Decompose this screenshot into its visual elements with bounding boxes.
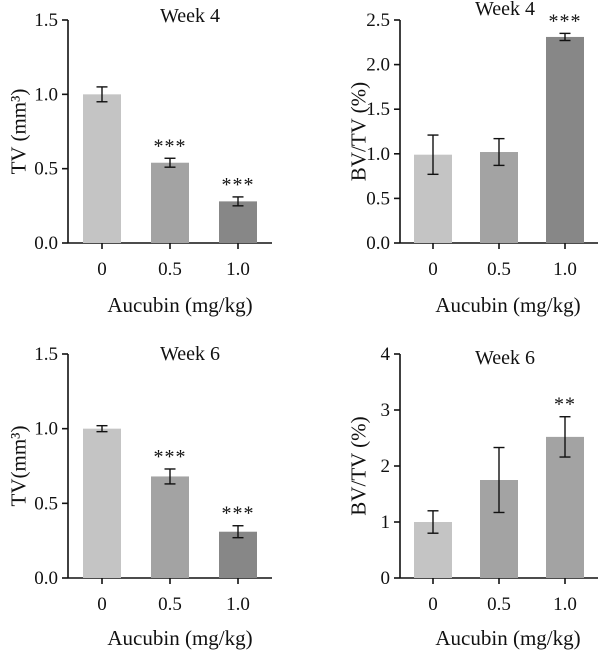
y-tick-label: 0.0 xyxy=(366,233,390,254)
y-axis-title: TV(mm³) xyxy=(6,426,30,507)
x-axis-title: Aucubin (mg/kg) xyxy=(107,626,252,650)
significance-label: *** xyxy=(154,135,187,157)
y-tick-label: 0 xyxy=(381,568,391,589)
y-tick-label: 1.5 xyxy=(34,10,58,31)
y-tick-label: 0.5 xyxy=(366,188,390,209)
x-tick-label: 0.5 xyxy=(487,594,511,615)
x-tick-label: 0 xyxy=(97,259,107,280)
x-axis-title: Aucubin (mg/kg) xyxy=(107,293,252,317)
y-tick-label: 2.0 xyxy=(366,55,390,76)
panel-tv-week-4: 0.0 0.5 1.0 1.5 0 *** 0.5 *** 1.0 Week 4 Aucubin (… xyxy=(6,5,272,317)
significance-label: *** xyxy=(222,503,255,525)
y-tick-label: 2 xyxy=(381,456,391,477)
bar xyxy=(83,94,121,243)
y-tick-label: 1 xyxy=(381,512,391,533)
x-tick-label: 0 xyxy=(428,594,438,615)
y-axis-title: BV/TV (%) xyxy=(346,416,370,515)
significance-label: *** xyxy=(154,446,187,468)
y-tick-label: 1.0 xyxy=(366,144,390,165)
significance-label: *** xyxy=(549,10,582,32)
chart-title: Week 6 xyxy=(475,347,535,369)
y-tick-label: 4 xyxy=(381,344,391,365)
chart-title: Week 4 xyxy=(475,0,535,20)
bar xyxy=(546,436,584,578)
bar xyxy=(151,476,189,578)
x-tick-label: 1.0 xyxy=(226,259,250,280)
y-tick-label: 0.0 xyxy=(34,568,58,589)
significance-label: ** xyxy=(554,394,576,416)
x-axis-title: Aucubin (mg/kg) xyxy=(435,626,580,650)
chart-title: Week 6 xyxy=(160,343,220,365)
y-tick-label: 1.0 xyxy=(34,84,58,105)
y-tick-label: 1.0 xyxy=(34,419,58,440)
x-axis-title: Aucubin (mg/kg) xyxy=(435,293,580,317)
bar xyxy=(480,152,518,243)
x-tick-label: 1.0 xyxy=(553,259,577,280)
bar xyxy=(151,162,189,243)
x-tick-label: 0.5 xyxy=(158,259,182,280)
bar xyxy=(219,201,257,243)
x-tick-label: 0.5 xyxy=(487,259,511,280)
y-tick-label: 0.5 xyxy=(34,493,58,514)
y-tick-label: 2.5 xyxy=(366,10,390,31)
y-tick-label: 0.0 xyxy=(34,233,58,254)
y-axis-title: TV (mm³) xyxy=(6,89,30,175)
y-tick-label: 1.5 xyxy=(34,344,58,365)
y-axis-title: BV/TV (%) xyxy=(346,82,370,181)
panel-bvtv-week-6: 0 1 2 3 4 0 0.5 ** 1.0 Week 6 Aucubin (mg/kg) BV/TV… xyxy=(346,344,598,650)
x-tick-label: 0.5 xyxy=(158,594,182,615)
y-tick-label: 1.5 xyxy=(366,99,390,120)
panel-tv-week-6: 0.0 0.5 1.0 1.5 0 *** 0.5 *** 1.0 Week 6 Aucubin (… xyxy=(6,343,272,650)
y-tick-label: 3 xyxy=(381,400,391,421)
bar xyxy=(219,531,257,578)
x-tick-label: 0 xyxy=(428,259,438,280)
bar xyxy=(546,36,584,243)
x-tick-label: 1.0 xyxy=(226,594,250,615)
x-tick-label: 0 xyxy=(97,594,107,615)
y-tick-label: 0.5 xyxy=(34,159,58,180)
bar xyxy=(83,428,121,578)
significance-label: *** xyxy=(222,174,255,196)
chart-title: Week 4 xyxy=(160,5,220,27)
x-tick-label: 1.0 xyxy=(553,594,577,615)
panel-bvtv-week-4: 0.0 0.5 1.0 1.5 2.0 2.5 0 0.5 *** 1.0 Week 4 Aucubi… xyxy=(346,0,598,317)
